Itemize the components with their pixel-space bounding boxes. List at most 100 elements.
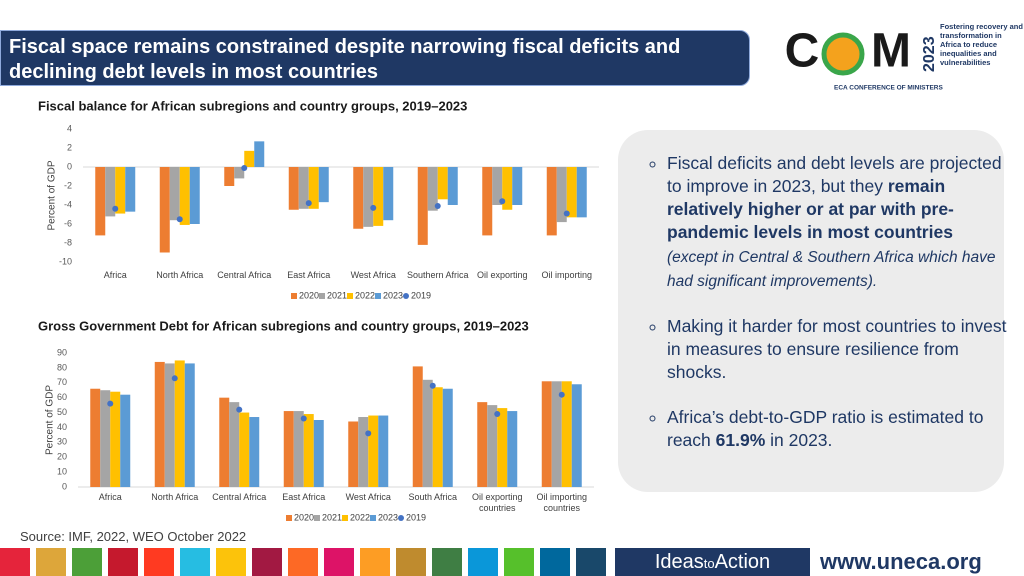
bullet-list: Fiscal deficits and debt levels are proj… bbox=[640, 152, 1007, 474]
x-tick-label: West Africa bbox=[350, 270, 396, 280]
y-tick-label: -8 bbox=[64, 237, 72, 247]
y-tick-label: 4 bbox=[67, 123, 72, 133]
y-tick-label: 20 bbox=[57, 452, 67, 462]
sdg-tile bbox=[216, 548, 246, 576]
dot bbox=[176, 216, 183, 223]
footer: IdeastoAction www.uneca.org bbox=[0, 548, 1024, 576]
dot bbox=[370, 204, 377, 211]
bar bbox=[566, 167, 577, 218]
bar bbox=[110, 391, 121, 487]
bar bbox=[254, 141, 265, 167]
bar bbox=[154, 361, 165, 487]
y-tick-label: -10 bbox=[59, 256, 72, 266]
campaign: IdeastoAction bbox=[615, 548, 810, 576]
x-tick-label: Central Africa bbox=[217, 270, 272, 280]
bar bbox=[442, 388, 453, 487]
bar bbox=[249, 417, 260, 487]
legend-swatch bbox=[342, 515, 348, 521]
sdg-tile bbox=[72, 548, 102, 576]
bar bbox=[492, 167, 503, 205]
y-axis-label: Percent of GDP bbox=[47, 160, 58, 230]
legend-label: 2020 bbox=[294, 512, 314, 522]
y-tick-label: 40 bbox=[57, 422, 67, 432]
logo-globe bbox=[821, 32, 865, 76]
bullet-text: remain relatively higher or at par with … bbox=[667, 176, 954, 242]
chart-title: Fiscal balance for African subregions an… bbox=[38, 98, 467, 113]
sdg-tile bbox=[324, 548, 354, 576]
bar bbox=[115, 167, 126, 214]
bar bbox=[313, 420, 324, 487]
x-tick-label: East Africa bbox=[287, 270, 331, 280]
url: www.uneca.org bbox=[820, 549, 982, 574]
bar bbox=[90, 388, 101, 487]
bar bbox=[477, 402, 488, 487]
dot bbox=[241, 164, 248, 171]
bar bbox=[100, 390, 111, 487]
bar bbox=[541, 381, 552, 487]
bar bbox=[507, 411, 518, 487]
y-tick-label: 0 bbox=[62, 481, 67, 491]
bar bbox=[487, 405, 498, 487]
bar bbox=[417, 167, 428, 245]
dot bbox=[300, 415, 307, 422]
bar bbox=[383, 167, 394, 221]
bar bbox=[105, 167, 116, 217]
x-tick-label: South Africa bbox=[408, 492, 458, 502]
sdg-tile bbox=[180, 548, 210, 576]
bar bbox=[551, 381, 562, 487]
sdg-tile bbox=[288, 548, 318, 576]
sdg-tile bbox=[36, 548, 66, 576]
dot bbox=[107, 400, 114, 407]
bar bbox=[189, 167, 200, 224]
logo-tagline: Fostering recovery and transformation in… bbox=[940, 22, 1023, 67]
x-tick-label: Oil exporting countries bbox=[471, 492, 523, 513]
bar bbox=[229, 402, 240, 487]
bar bbox=[224, 167, 235, 186]
bar bbox=[219, 397, 230, 487]
bar bbox=[234, 167, 245, 179]
dot bbox=[429, 382, 436, 389]
y-tick-label: 60 bbox=[57, 392, 67, 402]
x-tick-label: Southern Africa bbox=[406, 270, 469, 280]
bar bbox=[447, 167, 458, 205]
bar bbox=[378, 415, 389, 487]
y-tick-label: 80 bbox=[57, 362, 67, 372]
slide-title: Fiscal space remains constrained despite… bbox=[0, 30, 750, 86]
x-tick-label: West Africa bbox=[345, 492, 391, 502]
y-axis-label: Percent of GDP bbox=[45, 385, 56, 455]
bar bbox=[244, 150, 255, 167]
legend-label: 2023 bbox=[383, 290, 403, 300]
legend-label: 2022 bbox=[350, 512, 370, 522]
dot bbox=[305, 200, 312, 207]
legend-label: 2022 bbox=[355, 290, 375, 300]
sdg-tile bbox=[468, 548, 498, 576]
bar bbox=[184, 363, 195, 487]
bar bbox=[546, 167, 557, 236]
bar bbox=[169, 167, 180, 221]
x-tick-label: Oil exporting bbox=[476, 270, 528, 280]
bar bbox=[348, 421, 359, 487]
legend-label: 2019 bbox=[411, 290, 431, 300]
legend-label: 2023 bbox=[378, 512, 398, 522]
x-tick-label: Africa bbox=[98, 492, 122, 502]
bar bbox=[174, 360, 185, 487]
bar bbox=[125, 167, 136, 212]
bar bbox=[556, 167, 567, 223]
bar bbox=[303, 414, 314, 487]
legend-label: 2021 bbox=[327, 290, 347, 300]
bullet-text: 61.9% bbox=[715, 430, 766, 450]
bar bbox=[239, 412, 250, 487]
bar bbox=[179, 167, 190, 225]
dot bbox=[171, 375, 178, 382]
source: Source: IMF, 2022, WEO October 2022 bbox=[20, 529, 247, 544]
bar bbox=[427, 167, 438, 211]
bar bbox=[373, 167, 384, 226]
bar bbox=[298, 167, 309, 209]
sdg-tile bbox=[108, 548, 138, 576]
x-tick-label: North Africa bbox=[151, 492, 199, 502]
legend-swatch bbox=[375, 293, 381, 299]
sdg-tile bbox=[540, 548, 570, 576]
sdg-strip bbox=[0, 548, 610, 576]
